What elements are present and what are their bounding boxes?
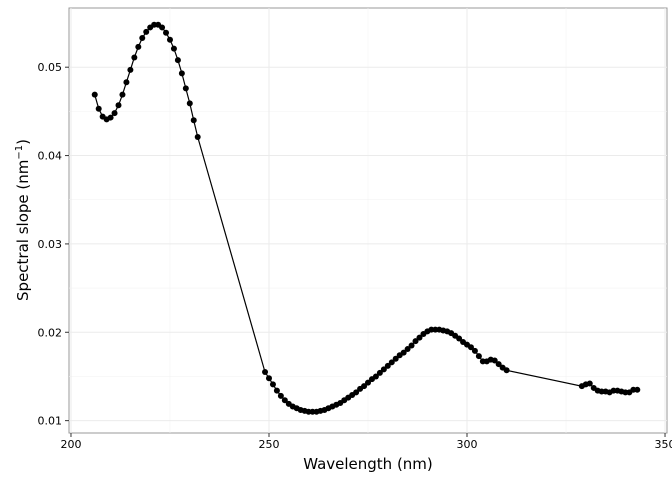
y-tick-label: 0.02 — [38, 326, 63, 339]
y-tick-label: 0.04 — [38, 150, 63, 163]
data-point — [123, 79, 129, 85]
data-point — [116, 102, 122, 108]
y-axis-label: Spectral slope (nm−1) — [14, 139, 32, 301]
data-point — [270, 381, 276, 387]
y-tick-label: 0.03 — [38, 238, 63, 251]
data-point — [119, 92, 125, 98]
data-point — [634, 387, 640, 393]
y-tick-label: 0.05 — [38, 61, 63, 74]
data-point — [195, 134, 201, 140]
data-point — [504, 367, 510, 373]
data-point — [135, 44, 141, 50]
data-point — [262, 369, 268, 375]
x-tick-label: 350 — [655, 438, 672, 451]
data-point — [472, 348, 478, 354]
x-tick-label: 300 — [457, 438, 478, 451]
data-point — [274, 388, 280, 394]
y-tick-label: 0.01 — [38, 415, 63, 428]
data-point — [476, 353, 482, 359]
data-point — [167, 37, 173, 43]
data-point — [191, 117, 197, 123]
data-point — [131, 54, 137, 60]
data-point — [179, 70, 185, 76]
data-point — [171, 46, 177, 52]
data-point — [127, 67, 133, 73]
x-tick-label: 200 — [60, 438, 81, 451]
x-tick-label: 250 — [258, 438, 279, 451]
data-point — [163, 30, 169, 36]
data-point — [96, 106, 102, 112]
x-axis-label: Wavelength (nm) — [303, 455, 433, 473]
data-point — [139, 35, 145, 41]
data-point — [266, 375, 272, 381]
data-point — [159, 24, 165, 30]
data-point — [183, 85, 189, 91]
data-point — [92, 92, 98, 98]
data-point — [112, 110, 118, 116]
data-point — [175, 57, 181, 63]
data-point — [187, 100, 193, 106]
